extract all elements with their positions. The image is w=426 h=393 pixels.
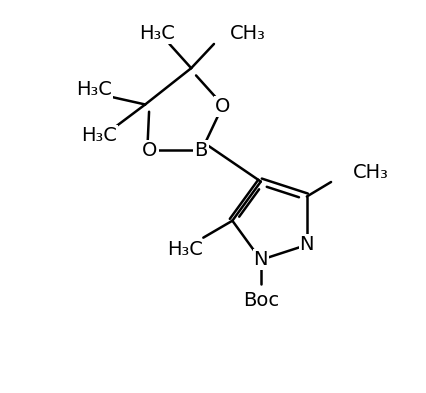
Text: CH₃: CH₃ bbox=[230, 24, 266, 43]
Text: H₃C: H₃C bbox=[81, 127, 117, 145]
Text: H₃C: H₃C bbox=[76, 81, 112, 99]
Text: B: B bbox=[194, 141, 207, 160]
Text: CH₃: CH₃ bbox=[353, 163, 389, 182]
Text: O: O bbox=[215, 97, 230, 116]
Text: O: O bbox=[142, 141, 158, 160]
Text: Boc: Boc bbox=[243, 290, 279, 310]
Text: N: N bbox=[253, 250, 268, 269]
Text: H₃C: H₃C bbox=[139, 24, 175, 43]
Text: N: N bbox=[299, 235, 314, 254]
Text: H₃C: H₃C bbox=[167, 240, 203, 259]
